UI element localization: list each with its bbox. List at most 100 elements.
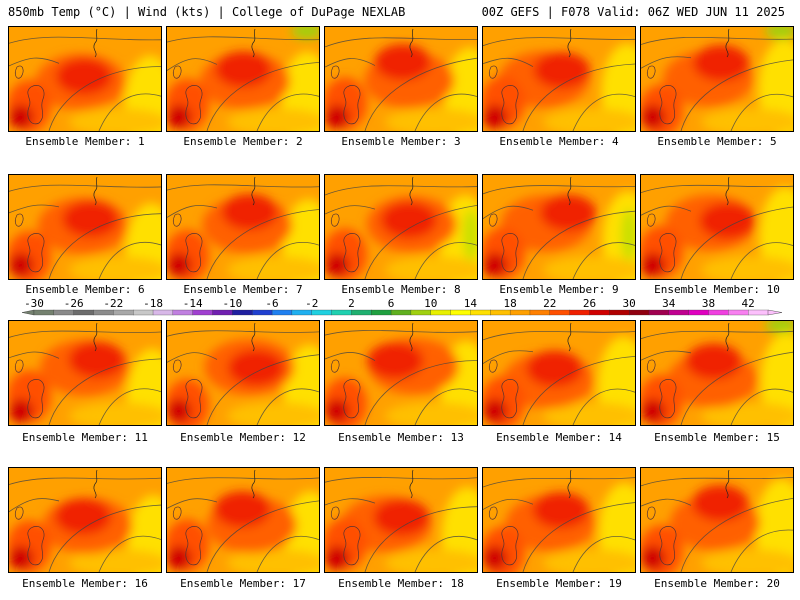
colorbar-swatch: [93, 309, 114, 316]
colorbar-swatch: [628, 309, 650, 316]
ensemble-member-map: [640, 320, 794, 426]
colorbar-tick-label: 30: [623, 297, 636, 310]
colorbar-tick-label: -6: [265, 297, 278, 310]
ensemble-member-map: [8, 174, 162, 280]
colorbar-tick-label: 26: [583, 297, 596, 310]
ensemble-member-map: [324, 320, 478, 426]
ensemble-member-label: Ensemble Member: 9: [499, 283, 619, 296]
ensemble-member-label: Ensemble Member: 3: [341, 135, 461, 148]
colorbar-swatch: [450, 309, 471, 316]
colorbar-tick-label: 42: [742, 297, 755, 310]
ensemble-member-map: [482, 467, 636, 573]
ensemble-member-label: Ensemble Member: 16: [22, 577, 148, 590]
colorbar-swatch: [708, 309, 729, 316]
ensemble-member-label: Ensemble Member: 7: [183, 283, 303, 296]
ensemble-member-label: Ensemble Member: 2: [183, 135, 303, 148]
ensemble-member-map: [8, 320, 162, 426]
colorbar-swatch: [509, 309, 531, 316]
colorbar-tick-label: -10: [222, 297, 242, 310]
colorbar-right-arrow: [767, 309, 783, 316]
colorbar-swatch: [728, 309, 749, 316]
ensemble-member-map: [166, 320, 320, 426]
colorbar-swatch: [73, 309, 94, 316]
ensemble-member-map: [8, 26, 162, 132]
colorbar-swatch: [589, 309, 610, 316]
colorbar-swatch: [133, 309, 154, 316]
colorbar-tick-label: -22: [103, 297, 123, 310]
ensemble-member-map: [166, 26, 320, 132]
colorbar-left-arrow: [21, 309, 35, 316]
colorbar-tick-label: -30: [24, 297, 44, 310]
ensemble-member-map: [482, 174, 636, 280]
colorbar-swatch: [311, 309, 333, 316]
colorbar-swatch: [390, 309, 412, 316]
ensemble-member-map: [640, 467, 794, 573]
colorbar-swatch: [668, 309, 690, 316]
colorbar-swatch: [371, 309, 392, 316]
colorbar-swatch: [609, 309, 630, 316]
run-valid-time: 00Z GEFS | F078 Valid: 06Z WED JUN 11 20…: [481, 5, 785, 19]
colorbar-swatch: [192, 309, 213, 316]
colorbar-swatch: [351, 309, 372, 316]
ensemble-member-map: [640, 174, 794, 280]
colorbar-swatch: [331, 309, 352, 316]
colorbar-swatch: [569, 309, 590, 316]
ensemble-member-map: [166, 467, 320, 573]
colorbar-swatch: [490, 309, 511, 316]
ensemble-member-label: Ensemble Member: 5: [657, 135, 777, 148]
ensemble-member-map: [482, 26, 636, 132]
ensemble-member-map: [324, 467, 478, 573]
colorbar-tick-label: -26: [64, 297, 84, 310]
colorbar-tick-label: 34: [662, 297, 676, 310]
ensemble-member-label: Ensemble Member: 17: [180, 577, 306, 590]
ensemble-member-map: [640, 26, 794, 132]
ensemble-member-map: [482, 320, 636, 426]
colorbar-swatch: [152, 309, 174, 316]
colorbar-swatch: [172, 309, 194, 316]
ensemble-member-map: [166, 174, 320, 280]
colorbar-swatch: [252, 309, 273, 316]
colorbar-swatch: [212, 309, 233, 316]
colorbar-tick-label: -18: [143, 297, 163, 310]
ensemble-member-label: Ensemble Member: 10: [654, 283, 780, 296]
colorbar-tick-label: 14: [464, 297, 478, 310]
ensemble-member-label: Ensemble Member: 4: [499, 135, 619, 148]
ensemble-member-label: Ensemble Member: 12: [180, 431, 306, 444]
map-title: 850mb Temp (°C) | Wind (kts) | College o…: [8, 5, 406, 19]
ensemble-member-label: Ensemble Member: 8: [341, 283, 461, 296]
ensemble-member-label: Ensemble Member: 6: [25, 283, 145, 296]
colorbar-swatch: [470, 309, 491, 316]
colorbar-tick-label: -14: [183, 297, 203, 310]
ensemble-member-label: Ensemble Member: 11: [22, 431, 148, 444]
colorbar-swatch: [33, 309, 55, 316]
colorbar-swatch: [549, 309, 571, 316]
colorbar-swatch: [430, 309, 452, 316]
colorbar-swatch: [291, 309, 313, 316]
ensemble-member-map: [8, 467, 162, 573]
ensemble-member-label: Ensemble Member: 14: [496, 431, 622, 444]
colorbar-tick-label: 2: [348, 297, 355, 310]
ensemble-member-label: Ensemble Member: 20: [654, 577, 780, 590]
colorbar-swatch: [232, 309, 253, 316]
colorbar-tick-label: -2: [305, 297, 318, 310]
temperature-colorbar: -30 -26 -22 -18 -14 -10 -6 -2 2 6 10 14 18 22 26 30 34 38…: [21, 297, 783, 316]
colorbar-swatch: [748, 309, 769, 316]
colorbar-swatch: [271, 309, 293, 316]
ensemble-member-label: Ensemble Member: 1: [25, 135, 145, 148]
colorbar-tick-label: 22: [543, 297, 556, 310]
ensemble-member-label: Ensemble Member: 18: [338, 577, 464, 590]
ensemble-member-label: Ensemble Member: 13: [338, 431, 464, 444]
ensemble-member-label: Ensemble Member: 15: [654, 431, 780, 444]
colorbar-tick-label: 38: [702, 297, 715, 310]
colorbar-swatch: [410, 309, 432, 316]
colorbar-swatch: [688, 309, 709, 316]
ensemble-member-map: [324, 174, 478, 280]
colorbar-swatch: [648, 309, 670, 316]
ensemble-member-label: Ensemble Member: 19: [496, 577, 622, 590]
colorbar-tick-label: 18: [503, 297, 516, 310]
colorbar-swatch: [113, 309, 134, 316]
ensemble-member-map: [324, 26, 478, 132]
colorbar-tick-label: 10: [424, 297, 437, 310]
colorbar-swatch: [529, 309, 551, 316]
colorbar-tick-label: 6: [388, 297, 395, 310]
